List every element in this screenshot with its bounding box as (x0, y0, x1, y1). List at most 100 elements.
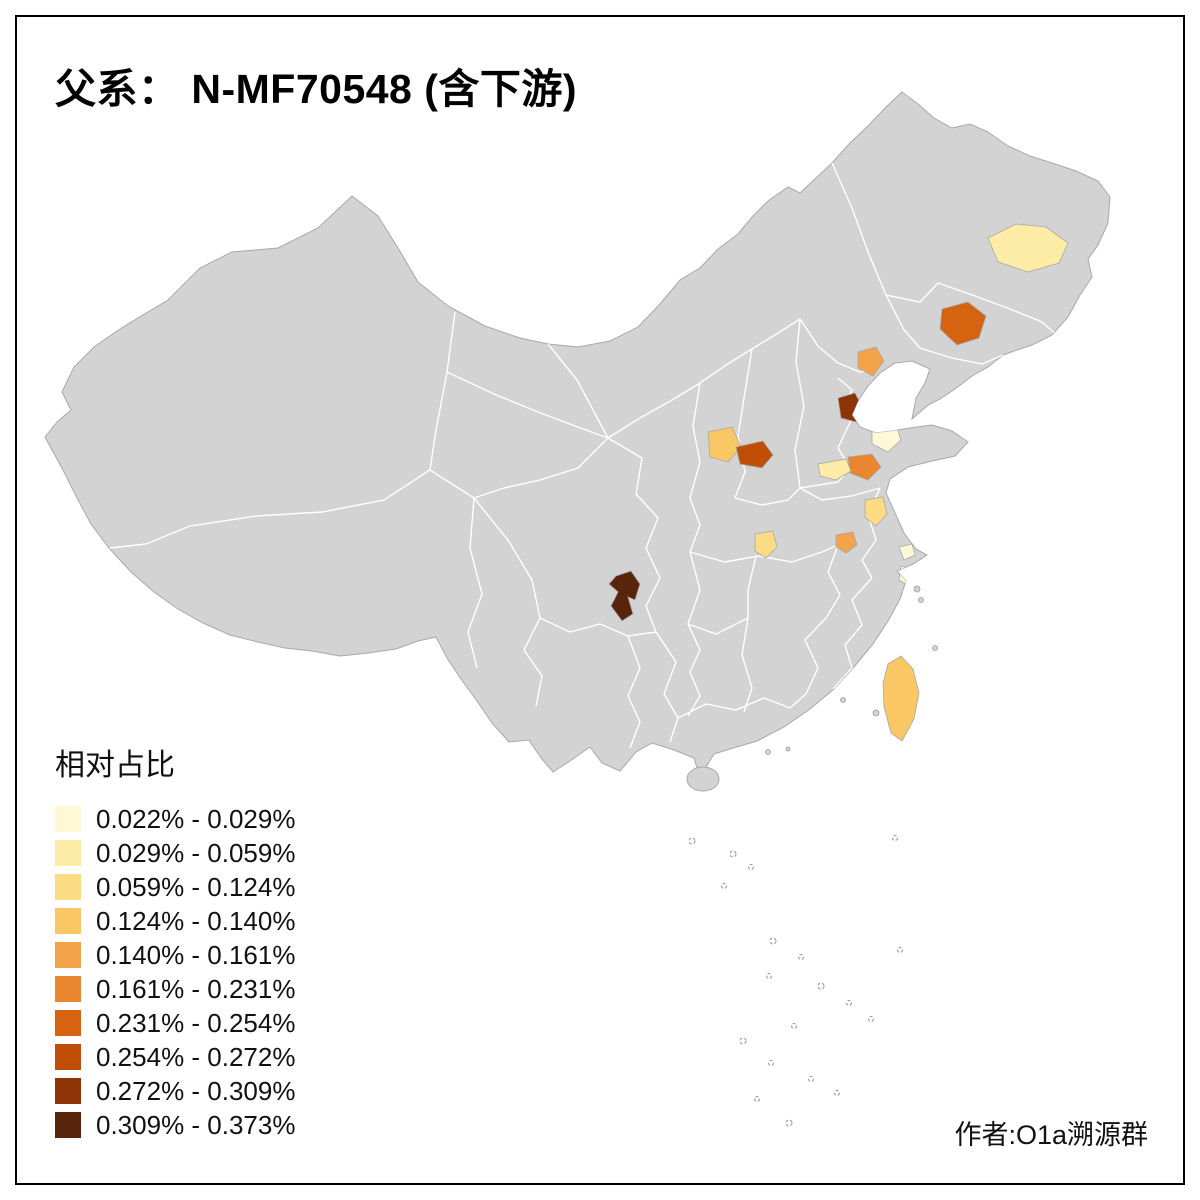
china-mainland (44, 91, 1111, 773)
province-border-line (937, 282, 1059, 337)
legend-swatch (55, 942, 81, 968)
legend-item: 0.124% - 0.140% (55, 904, 295, 938)
province-border-line (789, 617, 827, 709)
south-china-sea-islands (688, 835, 903, 1127)
region-shanxi-south (707, 426, 742, 463)
hainan-island (686, 766, 720, 792)
region-liaoning (939, 301, 987, 346)
province-border-line (607, 437, 661, 633)
legend-label: 0.029% - 0.059% (96, 837, 296, 868)
region-taiwan (882, 655, 920, 742)
province-border-line (689, 544, 839, 563)
province-border-line (794, 318, 805, 489)
legend-label: 0.309% - 0.373% (96, 1109, 296, 1140)
legend-item: 0.022% - 0.029% (55, 802, 295, 836)
island-mark (748, 864, 754, 870)
legend-item: 0.140% - 0.161% (55, 938, 295, 972)
province-border-line (446, 371, 609, 439)
legend-item: 0.254% - 0.272% (55, 1040, 295, 1074)
region-jiangsu (864, 496, 888, 527)
province-border-line (539, 617, 657, 637)
province-border-line (677, 697, 791, 719)
island-mark (766, 973, 772, 979)
island-mark (846, 1000, 852, 1006)
legend-label: 0.161% - 0.231% (96, 973, 296, 1004)
legend-item: 0.161% - 0.231% (55, 972, 295, 1006)
region-shanghai-north (898, 543, 916, 561)
province-border-line (832, 577, 873, 690)
island-mark (739, 1037, 747, 1045)
island-mark (785, 1119, 793, 1127)
legend-item: 0.029% - 0.059% (55, 836, 295, 870)
legend-swatch (55, 1010, 81, 1036)
region-heilongjiang (987, 223, 1069, 273)
island-mark (785, 746, 791, 752)
province-border-line (734, 487, 801, 506)
province-border-line (473, 437, 609, 499)
legend-swatch (55, 874, 81, 900)
island-mark (817, 982, 825, 990)
province-border-line (825, 544, 841, 619)
province-border-line (655, 631, 679, 743)
legend-label: 0.272% - 0.309% (96, 1075, 296, 1106)
legend-swatch (55, 840, 81, 866)
legend-label: 0.140% - 0.161% (96, 939, 296, 970)
legend-swatch (55, 1044, 81, 1070)
legend-label: 0.254% - 0.272% (96, 1041, 296, 1072)
legend-swatch (55, 806, 81, 832)
province-border-line (799, 487, 881, 501)
island-mark (913, 585, 921, 593)
region-henan (754, 530, 778, 559)
province-border-line (687, 551, 701, 717)
island-mark (834, 1090, 840, 1096)
legend-item: 0.059% - 0.124% (55, 870, 295, 904)
province-border-line (639, 318, 801, 419)
island-mark (918, 597, 924, 603)
province-border-line (831, 162, 921, 349)
province-border-line (627, 635, 641, 749)
region-shandong-west (817, 458, 852, 481)
legend-item: 0.231% - 0.254% (55, 1006, 295, 1040)
island-mark (868, 1016, 874, 1022)
island-mark (798, 954, 804, 960)
legend-item: 0.309% - 0.373% (55, 1108, 295, 1142)
province-border-line (734, 348, 753, 499)
island-mark (840, 697, 846, 703)
island-mark (688, 837, 696, 845)
island-mark (808, 1076, 814, 1082)
island-mark (892, 835, 898, 841)
island-mark (765, 749, 771, 755)
legend-swatch (55, 908, 81, 934)
province-border-line (607, 417, 641, 439)
island-mark (932, 645, 938, 651)
island-mark (769, 937, 777, 945)
coastal-islands (765, 585, 938, 755)
province-border-line (741, 617, 753, 713)
island-mark (721, 883, 727, 889)
legend-label: 0.231% - 0.254% (96, 1007, 296, 1038)
legend-swatch (55, 976, 81, 1002)
region-chongqing-guizhou (608, 570, 641, 622)
legend-label: 0.124% - 0.140% (96, 905, 296, 936)
province-border-line (547, 343, 609, 439)
island-mark (729, 850, 737, 858)
region-anhui (835, 531, 858, 554)
page-title: 父系： N-MF70548 (含下游) (55, 66, 578, 112)
island-mark (872, 709, 880, 717)
legend-swatch (55, 1078, 81, 1104)
legend-label: 0.059% - 0.124% (96, 871, 296, 902)
attribution: 作者:O1a溯源群 (954, 1120, 1148, 1150)
legend: 相对占比 0.022% - 0.029% 0.029% - 0.059% 0.0… (55, 740, 295, 1142)
region-hebei-coast (857, 346, 885, 377)
legend-swatch (55, 1112, 81, 1138)
island-mark (768, 1060, 774, 1066)
province-border-line (429, 311, 456, 471)
province-border-line (429, 469, 483, 669)
province-border-line (689, 382, 701, 553)
island-mark (754, 1096, 760, 1102)
province-border-line (109, 469, 431, 549)
province-border-line (885, 282, 939, 303)
province-border-line (687, 617, 749, 635)
